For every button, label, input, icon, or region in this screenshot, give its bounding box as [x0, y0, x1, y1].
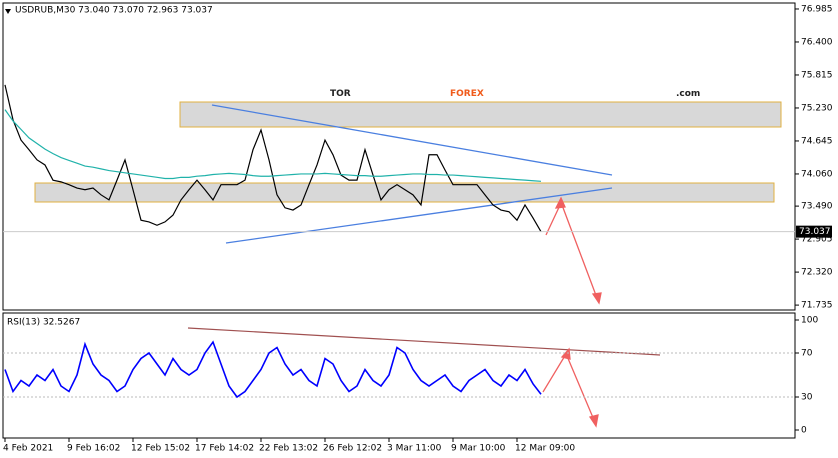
- logo-com: .com: [676, 89, 700, 99]
- y-tick-label: 75.230: [801, 103, 833, 113]
- x-tick-label: 12 Feb 15:02: [131, 444, 190, 454]
- y-tick-label: 73.490: [801, 202, 833, 212]
- y-tick-label: 76.985: [801, 4, 833, 14]
- main-frame: [2, 2, 796, 311]
- x-tick-label: 9 Feb 16:02: [67, 444, 120, 454]
- y-tick-label: 71.735: [801, 301, 833, 311]
- y-tick-label: 76.400: [801, 37, 833, 47]
- rsi-trend-line: [187, 327, 661, 356]
- indicator-line: [4, 340, 542, 399]
- y-tick-label: 72.320: [801, 268, 833, 278]
- header: USDRUB,M30 73.040 73.070 72.963 73.037: [15, 6, 213, 16]
- x-tick-label: 4 Feb 2021: [3, 444, 53, 454]
- y-tick-label: 100: [801, 316, 818, 326]
- x-tick-label: 17 Feb 14:02: [195, 444, 254, 454]
- rsi-frame: [2, 312, 796, 439]
- resistance-zone: [179, 101, 782, 128]
- y-tick-label: 74.645: [801, 136, 833, 146]
- x-tick-label: 12 Mar 09:00: [515, 444, 575, 454]
- rsi-title: RSI(13) 32.5267: [7, 318, 80, 328]
- logo-forex: FOREX: [450, 89, 484, 99]
- y-tick-label: 75.815: [801, 70, 833, 80]
- y-tick-label: 74.060: [801, 169, 833, 179]
- header-icon: [5, 9, 11, 14]
- forecast-arrows: [542, 196, 602, 428]
- y-tick-label: 30: [801, 393, 813, 403]
- x-tick-label: 9 Mar 10:00: [451, 444, 506, 454]
- trend-line: [211, 104, 613, 176]
- trend-line: [225, 187, 613, 244]
- y-tick-label: 70: [801, 349, 813, 359]
- last-price-label: 73.037: [799, 227, 831, 237]
- last-price-box: [796, 225, 832, 238]
- logo-tor: TOR: [330, 89, 351, 99]
- y-tick-label: 72.905: [801, 235, 833, 245]
- price-line: [4, 84, 542, 232]
- indicator-line: [4, 109, 542, 182]
- x-tick-label: 26 Feb 12:02: [323, 444, 382, 454]
- x-tick-label: 3 Mar 11:00: [387, 444, 442, 454]
- x-tick-label: 22 Feb 13:02: [259, 444, 318, 454]
- support-zone: [34, 182, 775, 203]
- y-tick-label: 0: [801, 426, 807, 436]
